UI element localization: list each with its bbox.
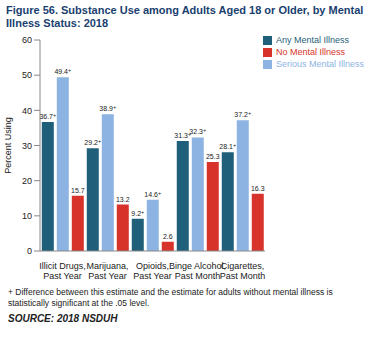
svg-text:16.3: 16.3 [251, 185, 265, 192]
html-text:No Mental Illness: No Mental Illness [276, 47, 345, 57]
svg-text:10: 10 [22, 211, 32, 221]
svg-text:Binge Alcohol,Past Month: Binge Alcohol,Past Month [169, 261, 226, 281]
svg-text:0: 0 [27, 246, 32, 256]
svg-text:37.2+: 37.2+ [234, 110, 251, 118]
html-text:Any Mental Illness: Any Mental Illness [276, 35, 349, 45]
svg-text:28.1+: 28.1+ [219, 142, 236, 150]
svg-text:50: 50 [22, 70, 32, 80]
svg-text:9.2+: 9.2+ [131, 209, 144, 217]
svg-text:13.2: 13.2 [116, 196, 130, 203]
svg-text:30: 30 [22, 141, 32, 151]
svg-text:25.3: 25.3 [206, 153, 220, 160]
html-text:SOURCE: 2018 NSDUH: SOURCE: 2018 NSDUH [8, 313, 118, 324]
svg-text:Opioids,Past Year: Opioids,Past Year [133, 261, 172, 281]
svg-text:20: 20 [22, 176, 32, 186]
svg-text:Cigarettes,Past Month: Cigarettes,Past Month [220, 261, 266, 281]
svg-text:Marijuana,Past Year: Marijuana,Past Year [86, 261, 128, 281]
svg-text:60: 60 [22, 35, 32, 45]
html-text:+ Difference between this esti: + Difference between this estimate and t… [8, 287, 333, 308]
svg-text:38.9+: 38.9+ [99, 104, 116, 112]
svg-text:40: 40 [22, 106, 32, 116]
svg-text:Illicit Drugs,Past Year: Illicit Drugs,Past Year [39, 261, 86, 281]
svg-text:29.2+: 29.2+ [84, 138, 101, 146]
svg-text:32.3+: 32.3+ [189, 127, 206, 135]
html-text:Figure 56. Substance Use among: Figure 56. Substance Use among Adults Ag… [6, 4, 364, 29]
svg-text:15.7: 15.7 [71, 187, 85, 194]
svg-text:14.6+: 14.6+ [144, 190, 161, 198]
svg-text:36.7+: 36.7+ [39, 112, 56, 120]
svg-text:49.4+: 49.4+ [54, 67, 71, 75]
html-text:Serious Mental Illness: Serious Mental Illness [276, 59, 364, 69]
html-text:31.3: 31.3 [174, 131, 188, 139]
svg-text:2.6: 2.6 [163, 233, 173, 240]
svg-text:Percent Using: Percent Using [8, 117, 13, 174]
